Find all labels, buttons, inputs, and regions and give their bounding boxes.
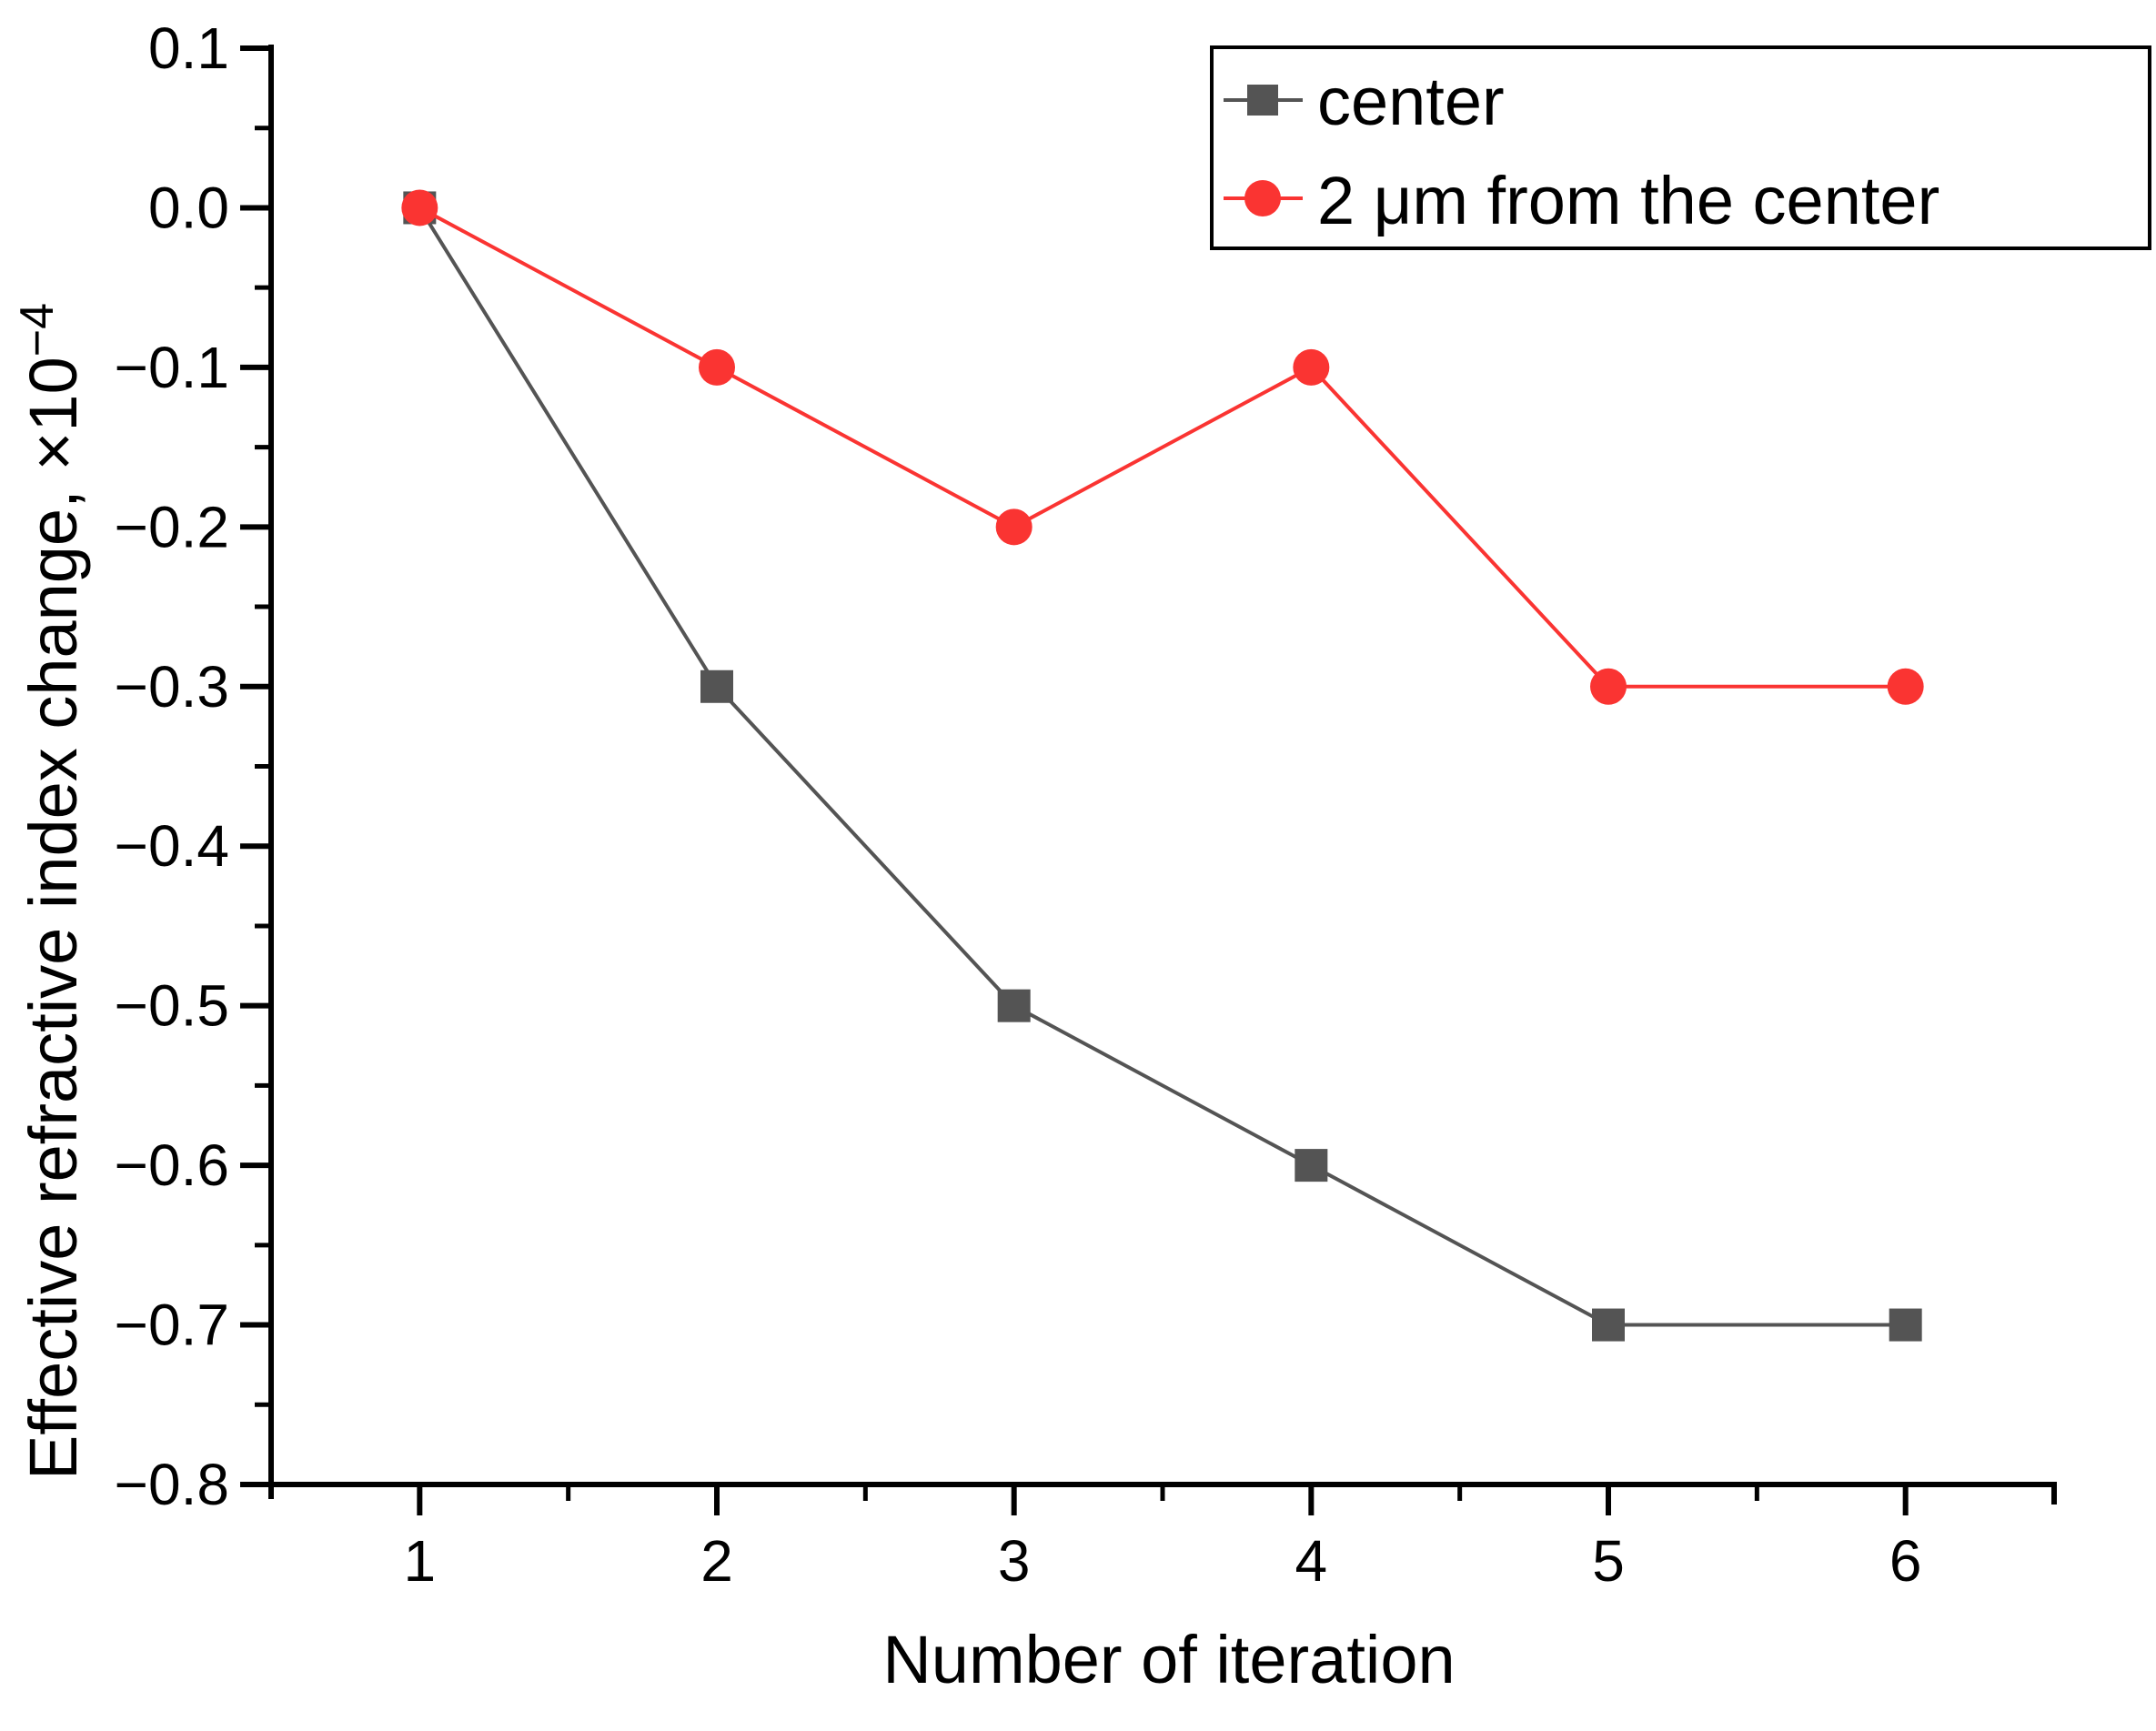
data-point-circle bbox=[1590, 668, 1627, 705]
data-point-square bbox=[700, 669, 733, 703]
y-tick-label: −0.4 bbox=[115, 813, 229, 879]
legend-label-offset: 2 μm from the center bbox=[1317, 163, 1939, 238]
data-point-square bbox=[1592, 1308, 1625, 1342]
y-tick-label: −0.3 bbox=[115, 654, 229, 720]
series-line-1 bbox=[418, 206, 1906, 689]
y-tick-label: −0.7 bbox=[115, 1293, 229, 1358]
axes-layer: 0.1 0.0 −0.1 −0.2 −0.3 −0.4 −0.5 −0.6 −0.7 −0.8 1 2… bbox=[115, 15, 2057, 1594]
series-line-0 bbox=[418, 206, 1906, 1327]
y-axis-title: Effective refractive index change, ×10−4 bbox=[11, 303, 91, 1480]
data-point-circle bbox=[1293, 348, 1330, 386]
x-tick-label: 2 bbox=[700, 1528, 733, 1594]
legend: center 2 μm from the center bbox=[1210, 45, 2151, 250]
x-tick-label: 4 bbox=[1295, 1528, 1328, 1594]
x-tick-label: 6 bbox=[1889, 1528, 1922, 1594]
legend-sample-circle bbox=[1244, 180, 1281, 216]
legend-sample-square bbox=[1247, 85, 1278, 116]
legend-samples bbox=[1224, 85, 1303, 216]
legend-label-center: center bbox=[1317, 64, 1505, 139]
series-layer bbox=[401, 189, 1924, 1342]
y-tick-label: −0.8 bbox=[115, 1452, 229, 1517]
y-tick-label: 0.1 bbox=[148, 15, 229, 81]
y-axis-title-sup: −4 bbox=[11, 303, 64, 357]
y-tick-label: −0.1 bbox=[115, 335, 229, 400]
y-tick-label: 0.0 bbox=[148, 175, 229, 240]
data-point-circle bbox=[401, 189, 438, 226]
y-tick-label: −0.2 bbox=[115, 494, 229, 559]
x-axis-title: Number of iteration bbox=[882, 1622, 1455, 1697]
x-tick-label: 1 bbox=[404, 1528, 437, 1594]
data-point-square bbox=[1889, 1308, 1922, 1342]
legend-box bbox=[1210, 45, 2151, 250]
y-axis-title-main: Effective refractive index change, ×10 bbox=[15, 357, 91, 1480]
x-tick-label: 5 bbox=[1592, 1528, 1625, 1594]
data-point-square bbox=[1295, 1149, 1328, 1183]
x-tick-label: 3 bbox=[998, 1528, 1031, 1594]
y-tick-label: −0.6 bbox=[115, 1132, 229, 1198]
y-tick-label: −0.5 bbox=[115, 973, 229, 1039]
data-point-square bbox=[997, 989, 1031, 1022]
data-point-circle bbox=[1887, 668, 1924, 705]
data-point-circle bbox=[699, 348, 735, 386]
data-point-circle bbox=[995, 508, 1033, 546]
